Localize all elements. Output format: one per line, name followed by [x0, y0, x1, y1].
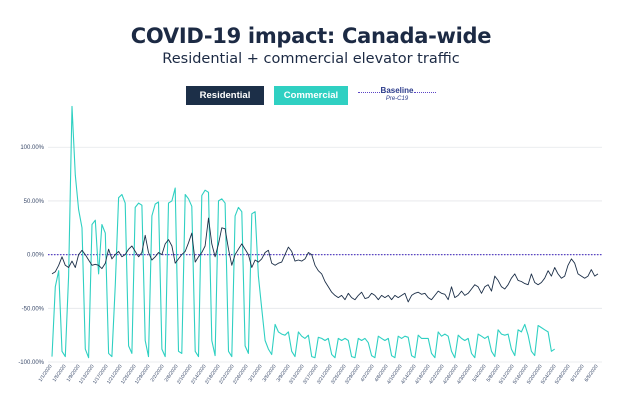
- x-tick-label: 6/5/2020: [584, 364, 600, 384]
- chart-title: COVID-19 impact: Canada-wide: [130, 24, 492, 48]
- y-tick-label: 100.00%: [20, 145, 44, 151]
- chart-subtitle: Residential + commercial elevator traffi…: [162, 51, 460, 67]
- series-line-commercial: [51, 105, 556, 359]
- legend-commercial: Commercial: [274, 86, 348, 105]
- legend-baseline-line-right: [414, 92, 436, 93]
- y-tick-label: 0.00%: [27, 253, 45, 259]
- legend-baseline: Baseline: [380, 86, 414, 95]
- y-tick-label: -100.00%: [18, 360, 44, 366]
- y-tick-label: -50.00%: [22, 306, 45, 312]
- legend-baseline-sub: Pre-C19: [385, 96, 409, 102]
- legend-baseline-line-left: [358, 92, 380, 93]
- legend-residential: Residential: [186, 86, 264, 105]
- y-tick-label: 50.00%: [24, 199, 45, 205]
- legend: Residential Commercial Baseline Pre-C19: [0, 86, 622, 106]
- series-line-residential: [51, 217, 599, 303]
